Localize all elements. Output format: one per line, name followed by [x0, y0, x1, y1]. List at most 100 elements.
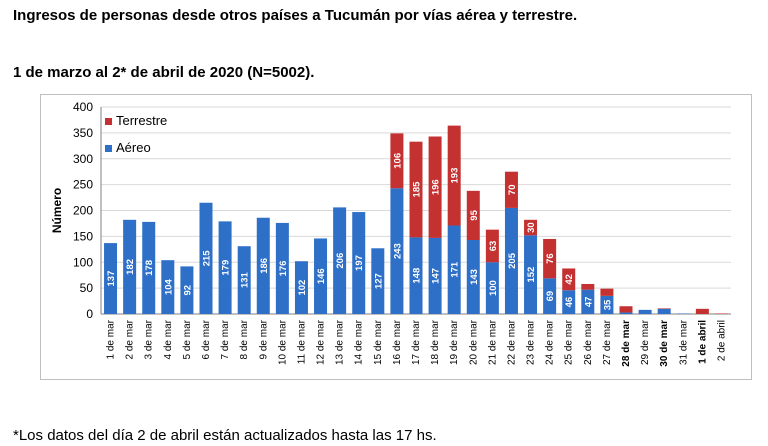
y-tick-label: 350 [73, 126, 93, 140]
bar-aereo [466, 239, 480, 314]
bar-terrestre [485, 229, 499, 263]
bar-aereo [409, 237, 423, 314]
x-tick-label: 16 de mar [392, 319, 403, 365]
legend-swatch-aereo [105, 145, 112, 152]
bar-aereo [447, 225, 461, 314]
x-tick-label: 8 de mar [239, 319, 250, 359]
x-tick-label: 31 de mar [678, 319, 689, 365]
bar-aereo [428, 237, 442, 314]
bar-aereo [600, 295, 614, 314]
x-tick-label: 14 de mar [354, 319, 365, 365]
bar-terrestre [695, 308, 709, 314]
data-label-aereo: 182 [125, 259, 136, 275]
x-tick-label: 21 de mar [487, 319, 498, 365]
bar-aereo [256, 217, 270, 314]
x-tick-label: 29 de mar [640, 319, 651, 365]
data-label-terrestre: 30 [526, 222, 537, 233]
data-label-terrestre: 95 [469, 209, 480, 220]
bar-terrestre [428, 136, 442, 238]
data-label-aereo: 215 [202, 250, 213, 267]
bar-terrestre [543, 238, 557, 279]
bar-aereo [524, 235, 538, 314]
y-axis-label: Número [50, 188, 64, 233]
bar-aereo [104, 243, 118, 314]
y-tick-label: 150 [73, 229, 93, 243]
bar-terrestre [504, 171, 518, 208]
data-label-aereo: 148 [412, 268, 423, 284]
x-tick-label: 9 de mar [258, 319, 269, 359]
bar-aereo [676, 313, 690, 314]
data-label-aereo: 143 [469, 269, 480, 285]
bar-aereo [371, 248, 385, 314]
data-label-aereo: 137 [106, 271, 117, 287]
bar-aereo [504, 207, 518, 314]
data-label-terrestre: 76 [545, 253, 556, 264]
x-tick-label: 15 de mar [373, 319, 384, 365]
data-label-aereo: 47 [583, 297, 594, 308]
stacked-bar-chart: 0 50 100 150 200 250 300 350 400 Número 137 1 de ma… [50, 100, 731, 367]
x-tick-label: 11 de mar [296, 319, 307, 364]
bar-terrestre [390, 133, 404, 189]
bar-aereo [657, 308, 671, 314]
x-tick-label: 5 de mar [182, 319, 193, 359]
y-tick-label: 50 [80, 281, 94, 295]
data-label-aereo: 35 [602, 299, 613, 310]
x-tick-label: 30 de mar [659, 320, 670, 367]
x-tick-label: 6 de mar [201, 319, 212, 359]
legend-label-aereo: Aéreo [116, 140, 151, 155]
bar-terrestre [714, 313, 728, 314]
data-label-aereo: 69 [545, 291, 556, 302]
bar-aereo [581, 289, 595, 314]
bar-terrestre [409, 141, 423, 238]
data-label-aereo: 92 [182, 285, 193, 296]
x-tick-label: 2 de mar [125, 319, 136, 359]
data-label-aereo: 206 [335, 253, 346, 269]
data-label-aereo: 171 [450, 261, 461, 278]
x-tick-label: 22 de mar [506, 319, 517, 365]
x-tick-label: 25 de mar [564, 319, 575, 365]
footnote: *Los datos del día 2 de abril están actu… [13, 427, 437, 444]
bar-aereo [123, 219, 137, 314]
bar-aereo [237, 246, 251, 314]
x-tick-label: 28 de mar [621, 320, 632, 367]
bar-aereo [199, 202, 213, 314]
chart-area: 0 50 100 150 200 250 300 350 400 Número 137 1 de ma… [40, 94, 752, 380]
bar-terrestre [619, 306, 633, 313]
x-tick-label: 18 de mar [430, 319, 441, 365]
data-label-terrestre: 63 [488, 241, 499, 252]
bar-aereo [562, 290, 576, 314]
bar-aereo [390, 188, 404, 314]
bar-terrestre [447, 125, 461, 226]
data-label-aereo: 100 [488, 280, 499, 296]
bar-terrestre [562, 268, 576, 291]
data-label-terrestre: 185 [412, 181, 423, 198]
x-tick-label: 4 de mar [163, 319, 174, 359]
bar-aereo [333, 207, 347, 314]
x-tick-label: 1 de abril [697, 320, 708, 364]
data-label-aereo: 127 [373, 273, 384, 289]
bar-terrestre [600, 288, 614, 296]
y-tick-label: 200 [73, 204, 93, 218]
bar-terrestre [581, 283, 595, 290]
x-tick-label: 3 de mar [144, 319, 155, 359]
bar-terrestre [524, 219, 538, 236]
bar-terrestre [657, 308, 671, 309]
bar-aereo [180, 266, 194, 314]
bar-terrestre [466, 190, 480, 240]
bar-aereo [485, 262, 499, 314]
bar-aereo [638, 309, 652, 314]
data-label-aereo: 178 [144, 260, 155, 276]
data-label-aereo: 179 [221, 260, 232, 276]
x-tick-label: 19 de mar [449, 319, 460, 365]
chart-subtitle: 1 de marzo al 2* de abril de 2020 (N=500… [13, 64, 315, 81]
legend-label-terrestre: Terrestre [116, 113, 167, 128]
bar-aereo [275, 222, 289, 314]
bar-aereo [218, 221, 232, 314]
data-label-aereo: 243 [392, 243, 403, 259]
data-label-terrestre: 42 [564, 274, 575, 285]
data-label-aereo: 205 [507, 252, 518, 269]
data-label-aereo: 176 [278, 261, 289, 277]
x-tick-label: 27 de mar [602, 319, 613, 365]
data-label-aereo: 131 [240, 271, 251, 288]
data-label-aereo: 152 [526, 267, 537, 283]
